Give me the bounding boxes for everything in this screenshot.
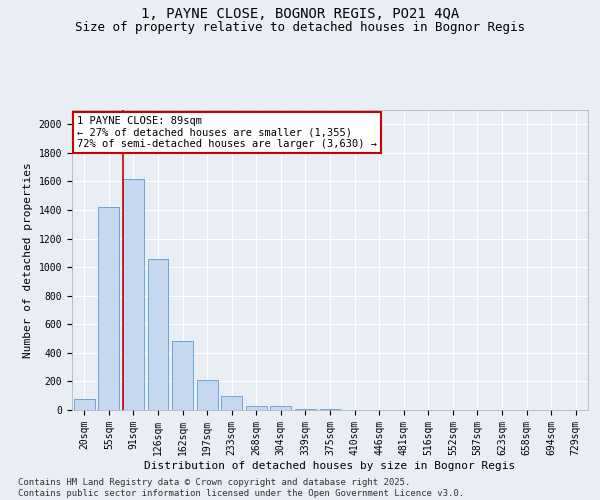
Bar (246, 406, 267, 410)
Y-axis label: Number of detached properties: Number of detached properties (23, 162, 33, 358)
Bar (221, 396, 242, 410)
Bar (172, 342, 193, 410)
Bar (197, 380, 218, 410)
Bar (98, 207, 119, 410)
Bar (74, 400, 95, 410)
X-axis label: Distribution of detached houses by size in Bognor Regis: Distribution of detached houses by size … (145, 460, 515, 470)
Bar (271, 406, 292, 410)
Text: Contains HM Land Registry data © Crown copyright and database right 2025.
Contai: Contains HM Land Registry data © Crown c… (18, 478, 464, 498)
Text: 1 PAYNE CLOSE: 89sqm
← 27% of detached houses are smaller (1,355)
72% of semi-de: 1 PAYNE CLOSE: 89sqm ← 27% of detached h… (77, 116, 377, 149)
Bar (123, 178, 144, 410)
Bar (295, 408, 316, 410)
Bar (148, 258, 169, 410)
Text: Size of property relative to detached houses in Bognor Regis: Size of property relative to detached ho… (75, 21, 525, 34)
Text: 1, PAYNE CLOSE, BOGNOR REGIS, PO21 4QA: 1, PAYNE CLOSE, BOGNOR REGIS, PO21 4QA (141, 8, 459, 22)
